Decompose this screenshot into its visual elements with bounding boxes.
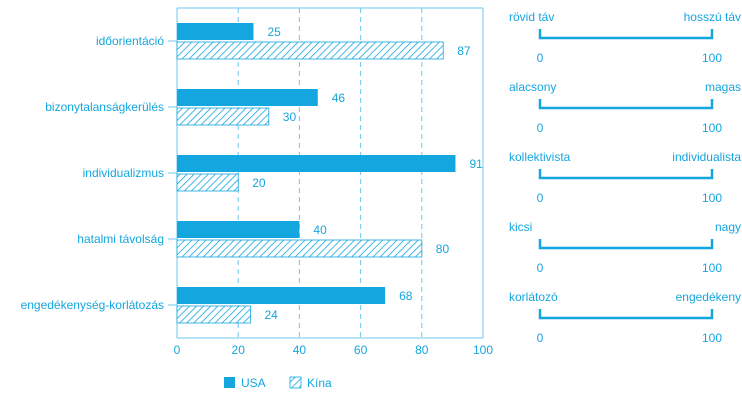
data-label: 20 <box>252 176 266 190</box>
scale-min-label: 0 <box>537 261 544 275</box>
scale-panel: rövid táv hosszú táv 0 100 alacsony magas 0 100… <box>509 10 741 345</box>
scale-right-label: hosszú táv <box>684 10 741 24</box>
x-tick-label: 0 <box>174 343 181 357</box>
scale-bracket <box>538 309 714 320</box>
label-layer: 0 20 40 60 80 100 időorientáció 25 87 bizonytalan… <box>21 25 494 357</box>
scale-max-label: 100 <box>702 261 722 275</box>
x-tick-label: 60 <box>354 343 368 357</box>
grid-layer <box>168 7 484 339</box>
bar-usa <box>177 89 318 106</box>
legend-swatch-usa <box>224 377 235 388</box>
bar-kina <box>176 239 423 258</box>
bar-usa <box>177 155 456 172</box>
scale-min-label: 0 <box>537 51 544 65</box>
data-label: 80 <box>436 242 450 256</box>
scale-bracket <box>538 239 714 250</box>
scale-left-label: korlátozó <box>509 290 558 304</box>
scale-min-label: 0 <box>537 191 544 205</box>
scale-left-label: kollektivista <box>509 150 571 164</box>
scale-left-label: rövid táv <box>509 10 554 24</box>
category-label: bizonytalanságkerülés <box>45 100 164 114</box>
data-label: 68 <box>399 289 413 303</box>
data-label: 25 <box>268 25 282 39</box>
category-label: hatalmi távolság <box>77 232 164 246</box>
scale-right-label: individualista <box>672 150 741 164</box>
x-tick-label: 40 <box>293 343 307 357</box>
data-label: 30 <box>283 110 297 124</box>
scale-right-label: magas <box>705 80 741 94</box>
scale-min-label: 0 <box>537 121 544 135</box>
category-label: engedékenység-korlátozás <box>21 298 164 312</box>
scale-max-label: 100 <box>702 121 722 135</box>
scale-right-label: engedékeny <box>676 290 741 304</box>
bar-usa <box>177 23 254 40</box>
scale-right-label: nagy <box>715 220 741 234</box>
data-label: 40 <box>313 223 327 237</box>
scale-max-label: 100 <box>702 51 722 65</box>
data-label: 87 <box>457 44 471 58</box>
legend: USA Kína <box>224 376 332 390</box>
bar-kina <box>176 173 239 192</box>
category-label: időorientáció <box>96 34 164 48</box>
data-label: 24 <box>264 308 278 322</box>
scale-bracket <box>538 99 714 110</box>
scale-bracket <box>538 29 714 40</box>
legend-label: USA <box>241 376 266 390</box>
scale-bracket <box>538 169 714 180</box>
x-tick-label: 80 <box>415 343 429 357</box>
legend-swatch-kina <box>289 376 302 389</box>
data-label: 91 <box>469 157 483 171</box>
data-label: 46 <box>332 91 346 105</box>
x-tick-label: 100 <box>473 343 493 357</box>
scale-max-label: 100 <box>702 331 722 345</box>
bar-layer <box>176 23 456 324</box>
scale-min-label: 0 <box>537 331 544 345</box>
scale-max-label: 100 <box>702 191 722 205</box>
x-tick-label: 20 <box>232 343 246 357</box>
legend-label: Kína <box>307 376 332 390</box>
bar-usa <box>177 221 300 238</box>
bar-kina <box>176 107 270 126</box>
bar-usa <box>177 287 386 304</box>
bar-kina <box>176 41 444 60</box>
bar-kina <box>176 305 251 324</box>
category-label: individualizmus <box>83 166 164 180</box>
scale-left-label: alacsony <box>509 80 556 94</box>
scale-left-label: kicsi <box>509 220 532 234</box>
